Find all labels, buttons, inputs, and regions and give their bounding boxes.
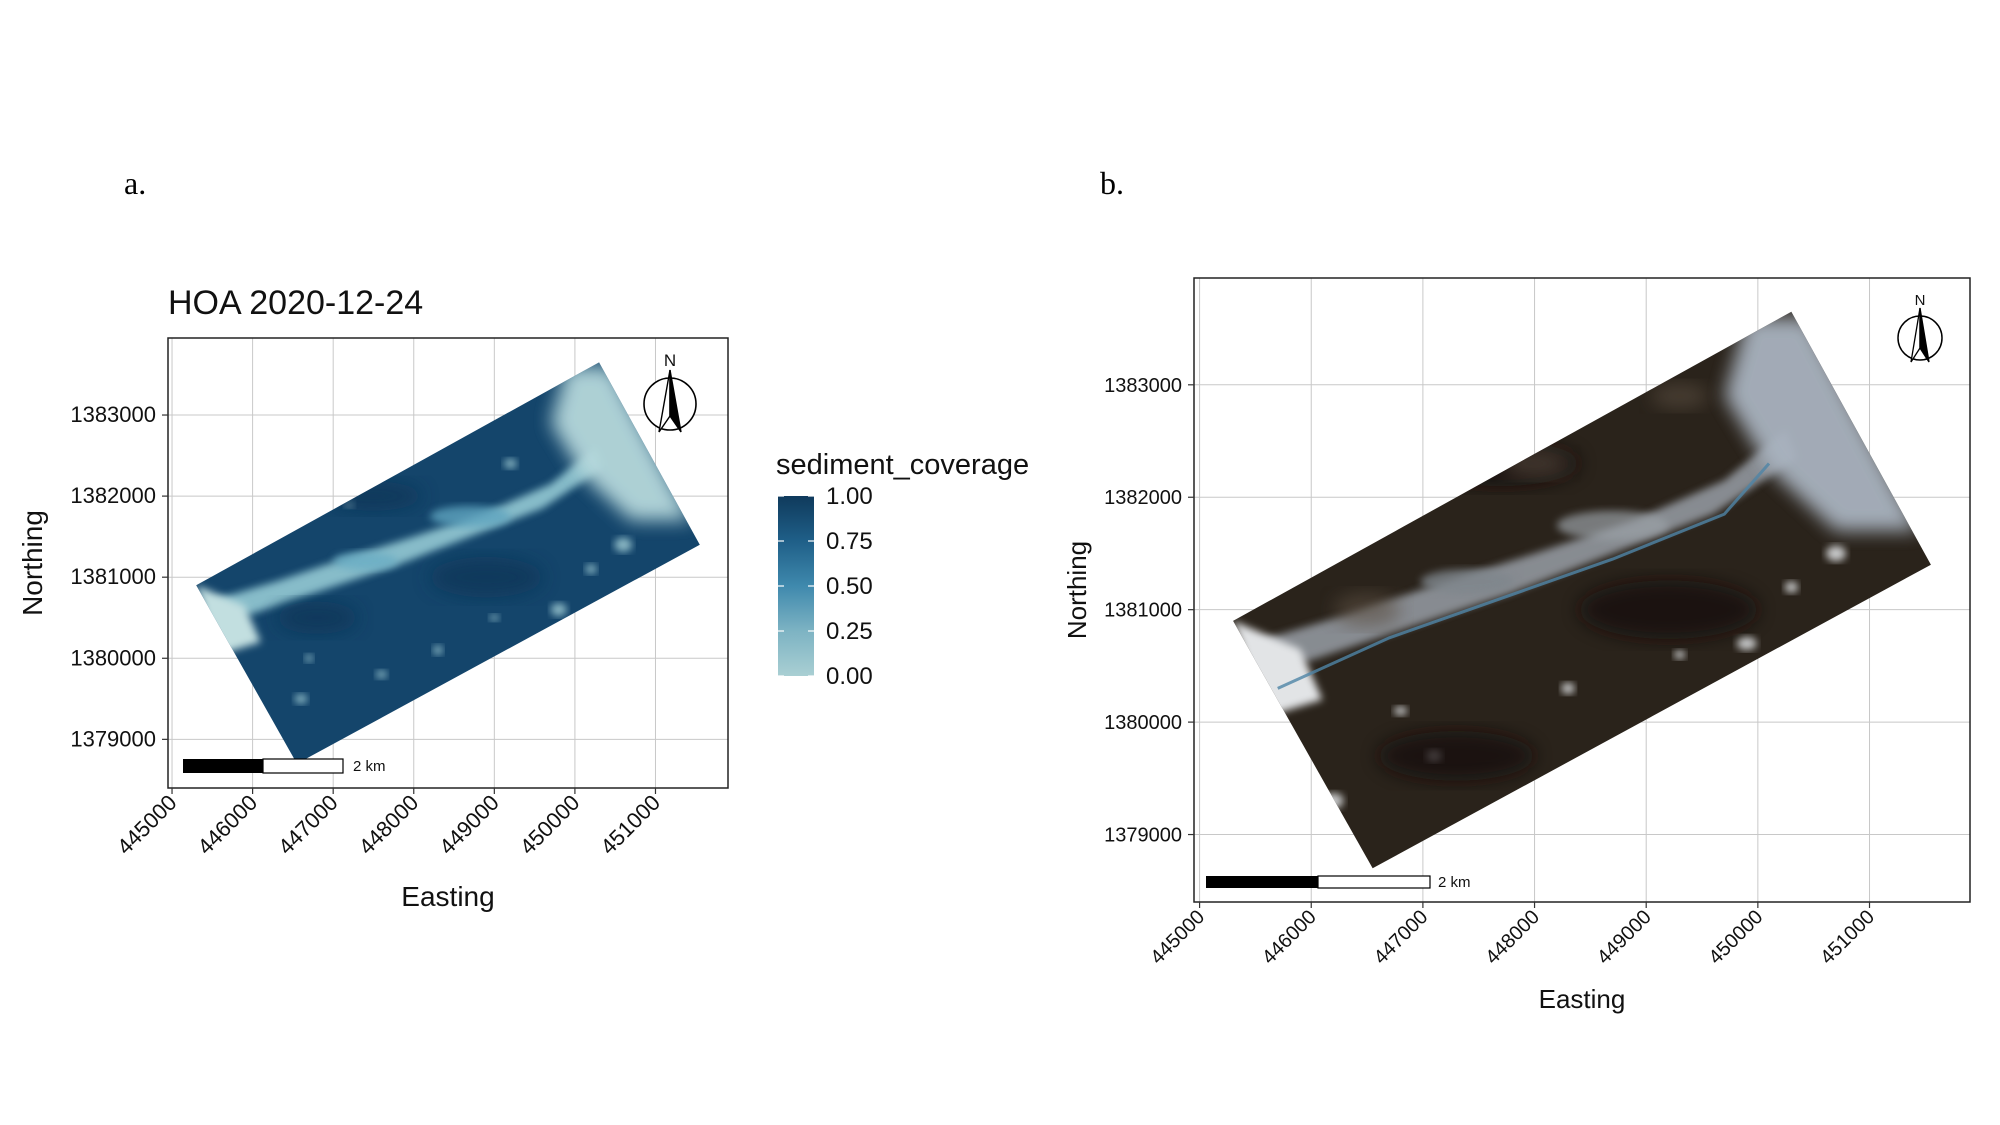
y-tick-label: 1379000 <box>1104 825 1182 847</box>
legend-tick-label: 1.00 <box>826 483 873 510</box>
panel-a-north-arrow-icon: N <box>643 351 697 433</box>
x-tick-label: 448000 <box>354 790 424 860</box>
panel-b-map: 1379000 1380000 1381000 1382000 1383000 4450… <box>1062 277 1971 1014</box>
legend-tick-label: 0.00 <box>826 663 873 690</box>
y-tick-label: 1382000 <box>70 483 156 508</box>
x-tick-label: 447000 <box>273 790 343 860</box>
y-tick-label: 1380000 <box>1104 712 1182 734</box>
panel-a-y-axis-title: Northing <box>17 510 48 616</box>
y-tick-label: 1383000 <box>70 402 156 427</box>
panel-a-frame <box>167 337 729 789</box>
panel-b-y-axis-title: Northing <box>1062 541 1092 639</box>
x-tick-label: 450000 <box>515 790 585 860</box>
x-tick-label: 448000 <box>1481 906 1544 969</box>
panel-b-x-axis-title: Easting <box>1539 984 1626 1014</box>
legend-tick-label: 0.50 <box>826 573 873 600</box>
y-tick-label: 1379000 <box>70 726 156 751</box>
panel-a-label: a. <box>124 165 146 201</box>
panel-a-scale-bar: 2 km <box>183 758 386 775</box>
x-tick-label: 447000 <box>1370 906 1433 969</box>
y-tick-label: 1383000 <box>1104 375 1182 397</box>
panel-a-x-axis: 445000 446000 447000 448000 449000 450000 4510… <box>112 788 665 859</box>
panel-b-frame <box>1193 277 1971 903</box>
panel-b-scale-bar: 2 km <box>1206 874 1471 891</box>
legend-title: sediment_coverage <box>776 449 1029 481</box>
x-tick-label: 446000 <box>1258 906 1321 969</box>
panel-a-north-label: N <box>664 351 676 370</box>
x-tick-label: 446000 <box>193 790 263 860</box>
x-tick-label: 445000 <box>112 790 182 860</box>
panel-b-scale-label: 2 km <box>1438 874 1471 891</box>
panel-a-scale-label: 2 km <box>353 758 386 775</box>
panel-b-x-axis: 445000 446000 447000 448000 449000 450000 4510… <box>1146 902 1879 969</box>
panel-a-legend: sediment_coverage 1.00 0.75 0.50 0.25 0.00 <box>776 449 1029 690</box>
y-tick-label: 1380000 <box>70 645 156 670</box>
legend-tick-label: 0.75 <box>826 528 873 555</box>
x-tick-label: 451000 <box>595 790 665 860</box>
x-tick-label: 445000 <box>1146 906 1209 969</box>
panel-a-x-axis-title: Easting <box>401 881 494 912</box>
panel-b-y-axis: 1379000 1380000 1381000 1382000 1383000 <box>1104 375 1194 847</box>
x-tick-label: 450000 <box>1705 906 1768 969</box>
legend-tick-label: 0.25 <box>826 618 873 645</box>
y-tick-label: 1381000 <box>1104 600 1182 622</box>
panel-b-north-arrow-icon: N <box>1897 292 1943 363</box>
panel-b-north-label: N <box>1915 292 1926 309</box>
x-tick-label: 449000 <box>434 790 504 860</box>
y-tick-label: 1382000 <box>1104 487 1182 509</box>
panel-b-label: b. <box>1100 165 1124 201</box>
panel-a-title: HOA 2020-12-24 <box>168 284 423 322</box>
x-tick-label: 451000 <box>1816 906 1879 969</box>
panel-a-y-axis: 1379000 1380000 1381000 1382000 1383000 <box>70 402 168 751</box>
panel-a-map: HOA 2020-12-24 1379000 1380000 1381000 1382… <box>17 284 1029 912</box>
x-tick-label: 449000 <box>1593 906 1656 969</box>
y-tick-label: 1381000 <box>70 564 156 589</box>
